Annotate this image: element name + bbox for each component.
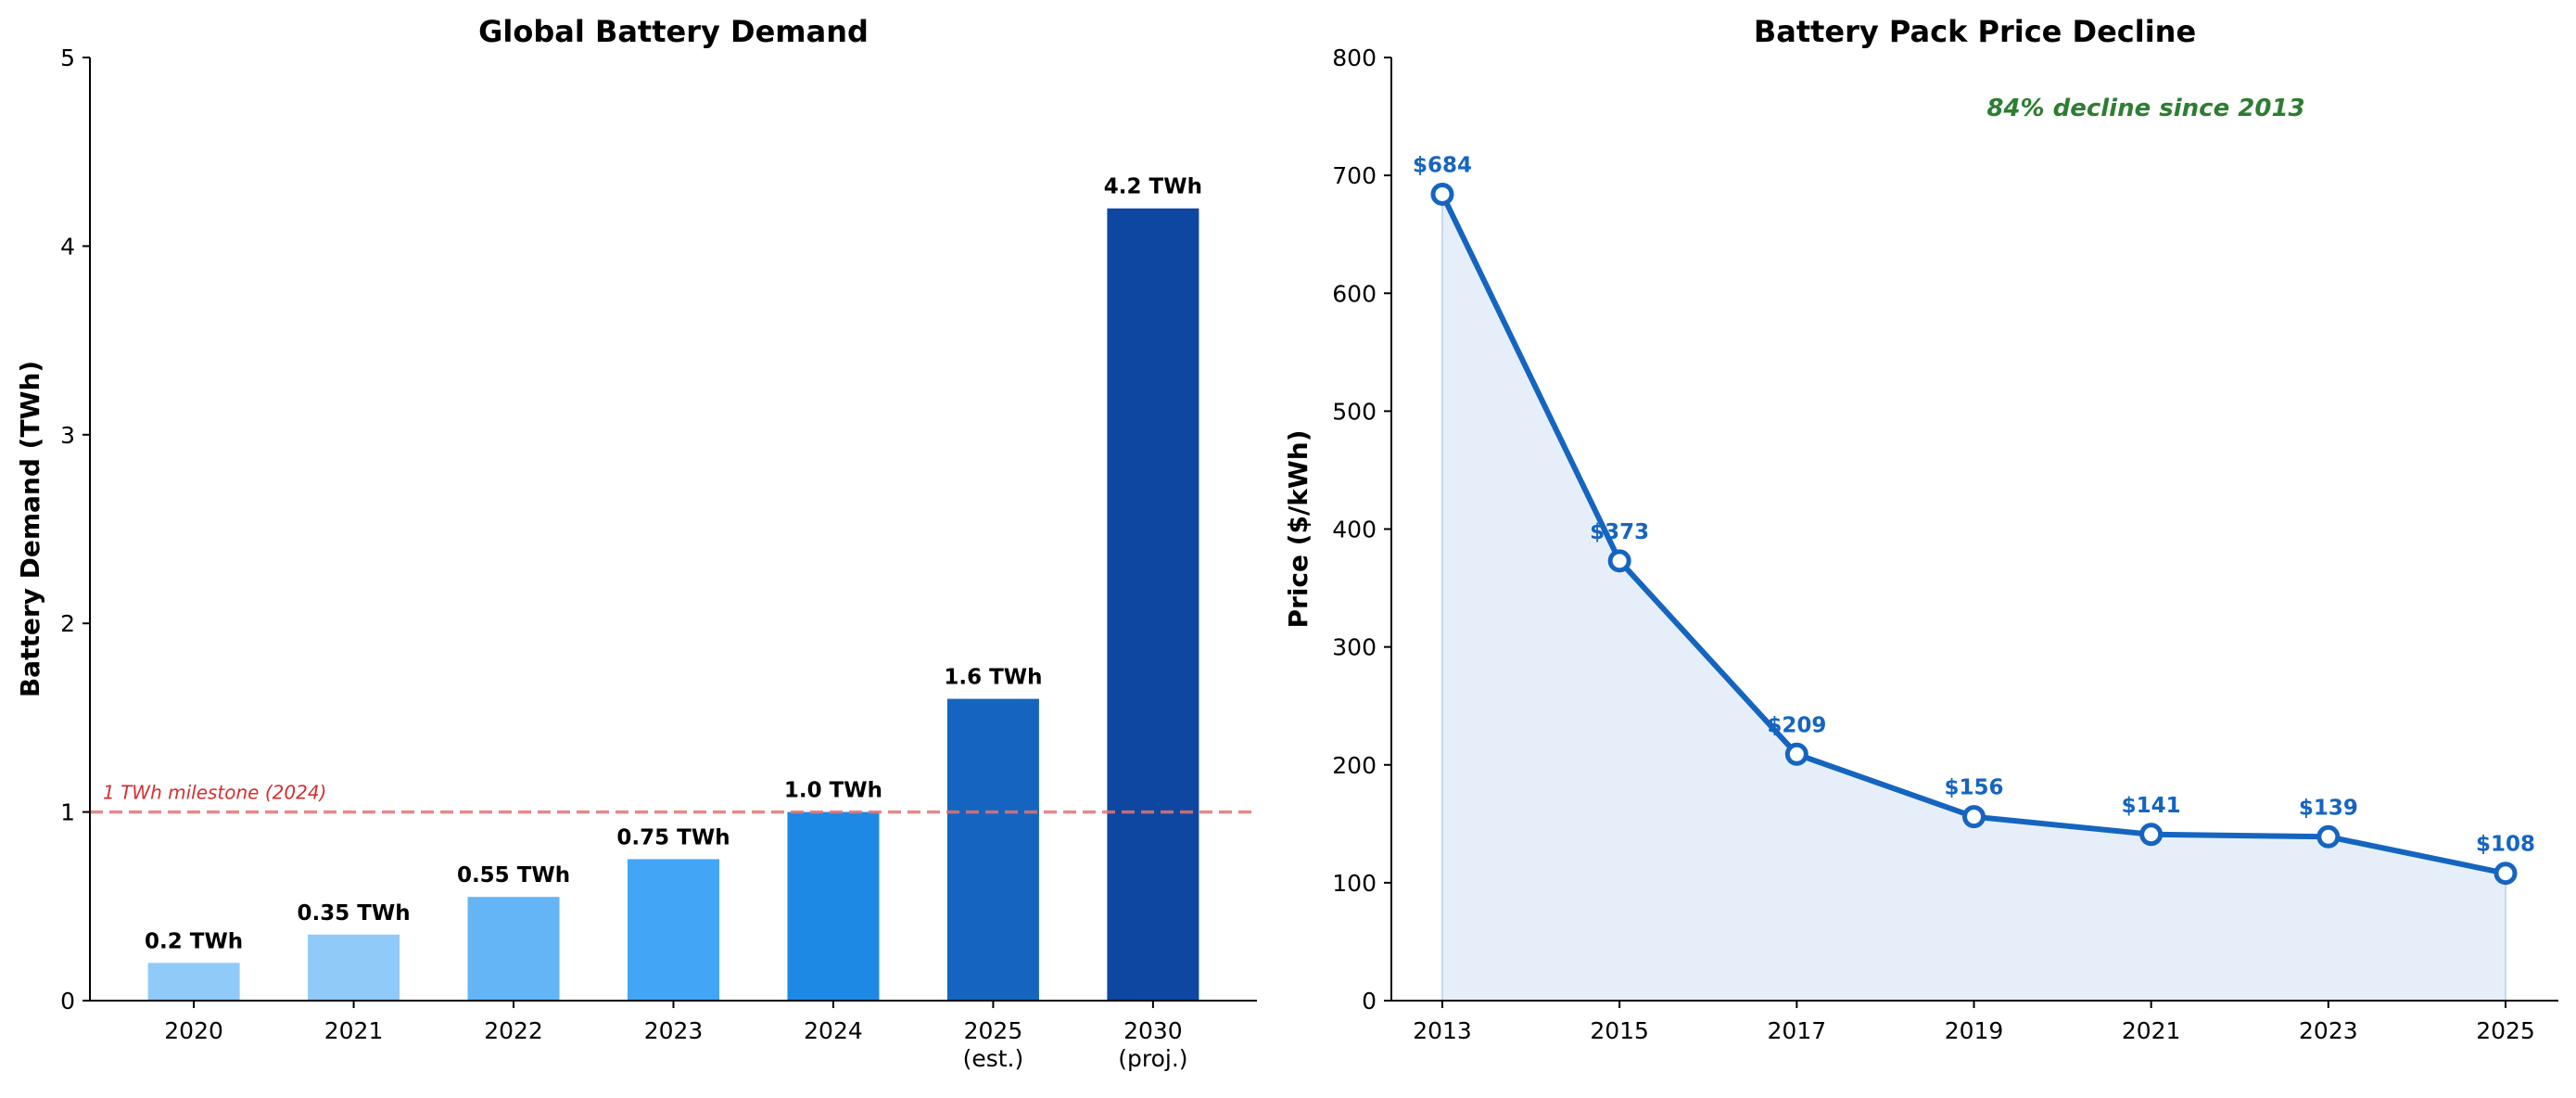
right-y-axis-label: Price ($/kWh) xyxy=(1283,429,1313,628)
bar-data-label-6: 4.2 TWh xyxy=(1104,175,1202,199)
left-x-tick-label-1: 2021 xyxy=(324,1017,384,1044)
right-x-tick-label-5: 2023 xyxy=(2299,1017,2358,1044)
bar-3 xyxy=(628,859,719,1001)
right-y-tick-label-7: 700 xyxy=(1332,162,1377,189)
bar-data-label-2: 0.55 TWh xyxy=(457,863,570,887)
price-data-label-3: $156 xyxy=(1944,776,2003,800)
left-x-tick-label-3: 2023 xyxy=(644,1017,704,1044)
bar-data-label-5: 1.6 TWh xyxy=(944,666,1042,690)
right-y-tick-label-0: 0 xyxy=(1362,988,1377,1015)
price-data-label-4: $141 xyxy=(2122,794,2181,818)
left-y-tick-label-5: 5 xyxy=(60,45,75,71)
price-point-0 xyxy=(1430,182,1454,206)
right-x-tick-label-0: 2013 xyxy=(1413,1017,1472,1044)
bar-data-label-0: 0.2 TWh xyxy=(145,929,243,953)
left-x-tick-label-line: (est.) xyxy=(963,1045,1024,1072)
left-y-tick-label-1: 1 xyxy=(60,799,75,826)
right-x-tick-label-2: 2017 xyxy=(1768,1017,1827,1044)
right-x-tick-label-3: 2019 xyxy=(1945,1017,2004,1044)
price-data-label-6: $108 xyxy=(2476,833,2535,857)
price-point-3 xyxy=(1962,805,1986,829)
left-y-tick-label-2: 2 xyxy=(60,610,75,637)
right-x-tick-label-4: 2021 xyxy=(2122,1017,2181,1044)
bar-data-label-4: 1.0 TWh xyxy=(784,779,882,803)
price-point-1 xyxy=(1607,549,1631,573)
left-x-tick-label-line: (proj.) xyxy=(1118,1045,1187,1072)
left-x-tick-label-line: 2022 xyxy=(484,1017,543,1044)
right-y-tick-label-1: 100 xyxy=(1332,870,1377,897)
price-point-5 xyxy=(2316,824,2341,849)
price-point-4 xyxy=(2139,823,2164,847)
price-data-label-1: $373 xyxy=(1590,520,1649,544)
left-x-tick-label-6: 2030 (proj.) xyxy=(1118,1017,1187,1072)
left-x-tick-label-line: 2021 xyxy=(324,1017,384,1044)
price-area-fill xyxy=(1441,194,2506,1002)
bar-0 xyxy=(147,963,240,1001)
right-x-tick-label-1: 2015 xyxy=(1590,1017,1649,1044)
left-x-tick-label-0: 2020 xyxy=(164,1017,223,1044)
left-chart-title: Global Battery Demand xyxy=(478,14,869,49)
left-x-tick-label-5: 2025 (est.) xyxy=(963,1017,1024,1072)
right-y-tick-label-5: 500 xyxy=(1332,398,1377,425)
bar-2 xyxy=(467,897,560,1001)
left-x-tick-label-line: 2023 xyxy=(644,1017,704,1044)
right-y-tick-label-4: 400 xyxy=(1332,517,1377,543)
left-x-tick-label-line: 2025 xyxy=(964,1017,1023,1044)
bar-6 xyxy=(1107,208,1199,1002)
right-x-tick-label-6: 2025 xyxy=(2476,1017,2535,1044)
right-y-tick-label-3: 300 xyxy=(1332,634,1377,661)
bar-data-label-3: 0.75 TWh xyxy=(616,825,730,849)
left-y-axis-label: Battery Demand (TWh) xyxy=(15,361,45,697)
right-y-tick-label-8: 800 xyxy=(1332,45,1377,71)
right-y-tick-label-6: 600 xyxy=(1332,280,1377,307)
left-y-tick-label-3: 3 xyxy=(60,422,75,449)
bar-5 xyxy=(946,698,1039,1001)
left-x-tick-label-line: 2030 xyxy=(1123,1017,1183,1044)
price-data-label-5: $139 xyxy=(2299,796,2358,820)
left-x-tick-label-line: 2020 xyxy=(164,1017,223,1044)
price-data-label-0: $684 xyxy=(1413,153,1472,177)
right-chart-title: Battery Pack Price Decline xyxy=(1754,14,2196,49)
price-point-2 xyxy=(1784,742,1808,766)
price-data-label-2: $209 xyxy=(1767,713,1826,737)
decline-annotation: 84% decline since 2013 xyxy=(1986,95,2304,122)
bar-1 xyxy=(308,934,400,1001)
left-x-tick-label-2: 2022 xyxy=(484,1017,543,1044)
left-x-tick-label-4: 2024 xyxy=(804,1017,863,1044)
left-y-tick-label-4: 4 xyxy=(60,233,75,260)
bar-4 xyxy=(787,811,880,1001)
right-y-tick-label-2: 200 xyxy=(1332,752,1377,779)
reference-line-label: 1 TWh milestone (2024) xyxy=(103,782,326,804)
price-point-6 xyxy=(2494,862,2518,886)
bar-data-label-1: 0.35 TWh xyxy=(297,901,410,926)
left-x-tick-label-line: 2024 xyxy=(804,1017,863,1044)
left-y-tick-label-0: 0 xyxy=(60,988,75,1015)
